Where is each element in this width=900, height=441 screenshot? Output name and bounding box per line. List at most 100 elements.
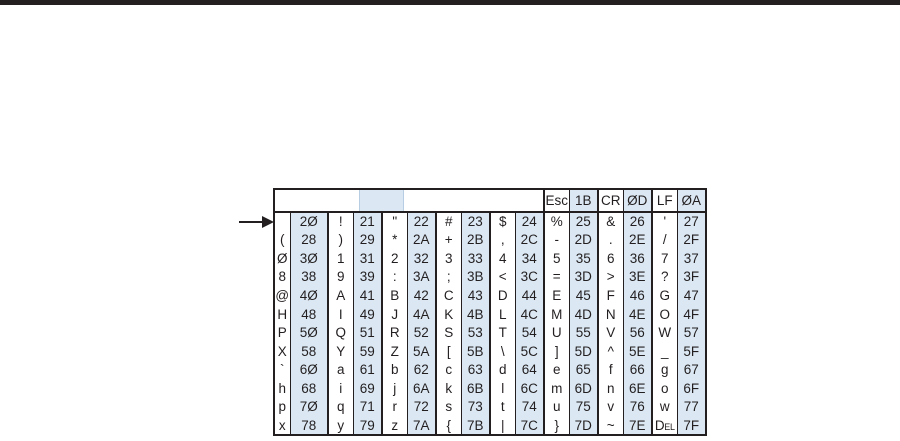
hex-cell: 65 xyxy=(568,360,599,380)
hex-cell: 4B xyxy=(460,304,491,324)
hex-cell: 63 xyxy=(460,360,491,380)
hex-cell: 72 xyxy=(406,397,437,417)
hex-cell: 5Ø xyxy=(289,323,329,343)
hex-cell: 5C xyxy=(514,342,545,361)
hex-cell: 77 xyxy=(676,397,707,417)
char-cell: o xyxy=(651,379,678,398)
cursor-cell xyxy=(359,190,404,210)
hex-cell: 48 xyxy=(289,304,329,324)
hex-cell: 59 xyxy=(352,342,383,361)
hex-cell: 68 xyxy=(289,379,329,398)
char-cell: 9 xyxy=(327,267,354,287)
char-cell: G xyxy=(651,286,678,305)
char-cell: n xyxy=(597,379,624,398)
char-cell: v xyxy=(597,397,624,417)
hex-cell: 62 xyxy=(406,360,437,380)
display-box xyxy=(274,189,545,213)
char-cell: Del xyxy=(651,416,678,436)
hex-cell: 3F xyxy=(676,267,707,287)
control-hex-cell: 1B xyxy=(568,189,599,213)
char-cell: E xyxy=(543,286,570,305)
char-cell: [ xyxy=(435,342,462,361)
char-cell: m xyxy=(543,379,570,398)
char-cell: R xyxy=(381,323,408,343)
hex-cell: 41 xyxy=(352,286,383,305)
table-row: Ø 3Ø 1 31 2 32 3 33 4 34 5 35 6 36 7 37 xyxy=(273,249,707,268)
char-cell: C xyxy=(435,286,462,305)
char-cell: 3 xyxy=(435,249,462,268)
hex-cell: 78 xyxy=(289,416,329,436)
char-cell: 6 xyxy=(597,249,624,268)
hex-cell: 69 xyxy=(352,379,383,398)
hex-cell: 5D xyxy=(568,342,599,361)
char-cell: w xyxy=(651,397,678,417)
hex-cell: 2C xyxy=(514,230,545,250)
hex-cell: 29 xyxy=(352,230,383,250)
hex-cell: 2F xyxy=(676,230,707,250)
char-cell: 8 xyxy=(273,267,291,287)
hex-cell: 32 xyxy=(406,249,437,268)
hex-cell: 71 xyxy=(352,397,383,417)
char-cell: # xyxy=(435,212,462,231)
char-cell: , xyxy=(489,230,516,250)
hex-cell: 64 xyxy=(514,360,545,380)
hex-cell: 6D xyxy=(568,379,599,398)
control-label-cell: Esc xyxy=(543,189,570,213)
hex-cell: 67 xyxy=(676,360,707,380)
arrow-line xyxy=(239,221,265,223)
char-cell: 5 xyxy=(543,249,570,268)
char-cell: X xyxy=(273,342,291,361)
hex-cell: 5F xyxy=(676,342,707,361)
hex-cell: 4C xyxy=(514,304,545,324)
char-cell: ? xyxy=(651,267,678,287)
hex-cell: 66 xyxy=(622,360,653,380)
char-cell: u xyxy=(543,397,570,417)
char-cell: U xyxy=(543,323,570,343)
char-cell: A xyxy=(327,286,354,305)
char-cell: . xyxy=(597,230,624,250)
char-cell: D xyxy=(489,286,516,305)
char-cell: - xyxy=(543,230,570,250)
char-cell: : xyxy=(381,267,408,287)
table-row: (28) 29 * 2A +2B, 2C -2D. 2E/2F xyxy=(273,230,707,250)
hex-cell: 58 xyxy=(289,342,329,361)
hex-cell: 4Ø xyxy=(289,286,329,305)
char-cell: O xyxy=(651,304,678,324)
char-cell: S xyxy=(435,323,462,343)
hex-cell: 49 xyxy=(352,304,383,324)
char-cell: 4 xyxy=(489,249,516,268)
char-cell: H xyxy=(273,304,291,324)
hex-cell: 33 xyxy=(460,249,491,268)
char-cell: K xyxy=(435,304,462,324)
hex-cell: 7Ø xyxy=(289,397,329,417)
char-cell: j xyxy=(381,379,408,398)
hex-cell: 4D xyxy=(568,304,599,324)
ascii-code-table: Esc 1B CR ØD LF ØA 2Ø! 21 " 22 #23 $24% 25 & 26 ' 27(28… xyxy=(273,188,707,437)
hex-cell: 36 xyxy=(622,249,653,268)
hex-cell: 44 xyxy=(514,286,545,305)
char-cell: Y xyxy=(327,342,354,361)
char-cell: | xyxy=(489,416,516,436)
hex-cell: 54 xyxy=(514,323,545,343)
char-cell: F xyxy=(597,286,624,305)
table-row: X 58 Y 59 Z 5A[5B \ 5C] 5D ^ 5E _ 5F xyxy=(273,342,707,361)
char-cell: & xyxy=(597,212,624,231)
arrow-head-icon xyxy=(262,216,274,228)
char-cell: z xyxy=(381,416,408,436)
hex-cell: 23 xyxy=(460,212,491,231)
char-cell: / xyxy=(651,230,678,250)
hex-cell: 79 xyxy=(352,416,383,436)
hex-cell: 61 xyxy=(352,360,383,380)
char-cell: g xyxy=(651,360,678,380)
hex-cell: 5E xyxy=(622,342,653,361)
table-row: h 68 i 69 j 6A k 6B l 6C m 6D n 6E o 6F xyxy=(273,379,707,398)
char-cell: N xyxy=(597,304,624,324)
hex-cell: 4A xyxy=(406,304,437,324)
hex-cell: 6A xyxy=(406,379,437,398)
hex-cell: 5A xyxy=(406,342,437,361)
char-cell: W xyxy=(651,323,678,343)
hex-cell: 25 xyxy=(568,212,599,231)
hex-cell: 22 xyxy=(406,212,437,231)
char-cell: J xyxy=(381,304,408,324)
table-body: 2Ø! 21 " 22 #23 $24% 25 & 26 ' 27(28) 29 * 2A +2B, 2C -2… xyxy=(273,212,707,436)
